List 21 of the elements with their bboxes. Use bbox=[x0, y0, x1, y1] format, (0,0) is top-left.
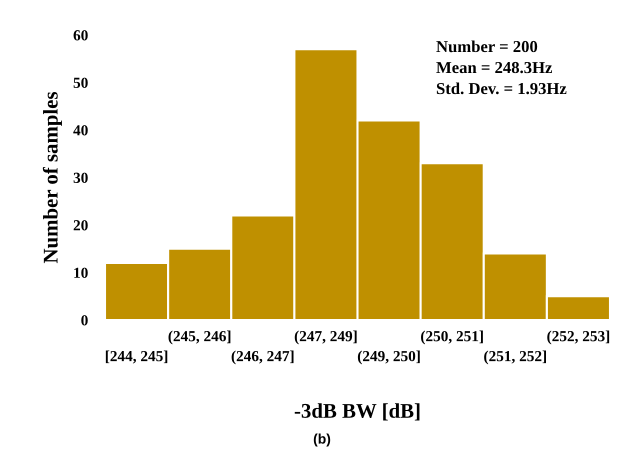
y-tick-label: 10 bbox=[74, 268, 88, 278]
y-axis-title: Number of samples bbox=[42, 92, 62, 264]
annotation: Number = 200 bbox=[436, 40, 538, 52]
x-tick-label: (250, 251] bbox=[421, 330, 483, 344]
text: (b) bbox=[314, 434, 330, 446]
y-tick-label: 60 bbox=[74, 30, 88, 40]
y-tick-label: 0 bbox=[81, 315, 88, 326]
x-axis-title: -3dB BW [dB] bbox=[294, 403, 420, 420]
y-tick-label: 50 bbox=[74, 78, 88, 88]
x-tick-label: (251, 252] bbox=[484, 350, 546, 364]
annotation: Mean = 248.3Hz bbox=[436, 62, 552, 74]
y-tick-label: 20 bbox=[74, 220, 88, 230]
x-tick-label: (249, 250] bbox=[358, 350, 420, 364]
x-tick-label: (247, 249] bbox=[294, 330, 357, 344]
x-tick-label: [244, 245] bbox=[106, 350, 168, 364]
y-tick-label: 30 bbox=[74, 172, 88, 183]
x-tick-label: (246, 247] bbox=[232, 350, 294, 364]
annotation: Std. Dev. = 1.93Hz bbox=[436, 82, 566, 94]
y-tick-label: 40 bbox=[73, 125, 88, 136]
x-tick-label: (245, 246] bbox=[168, 330, 230, 344]
x-tick-label: (252, 253] bbox=[547, 330, 610, 344]
